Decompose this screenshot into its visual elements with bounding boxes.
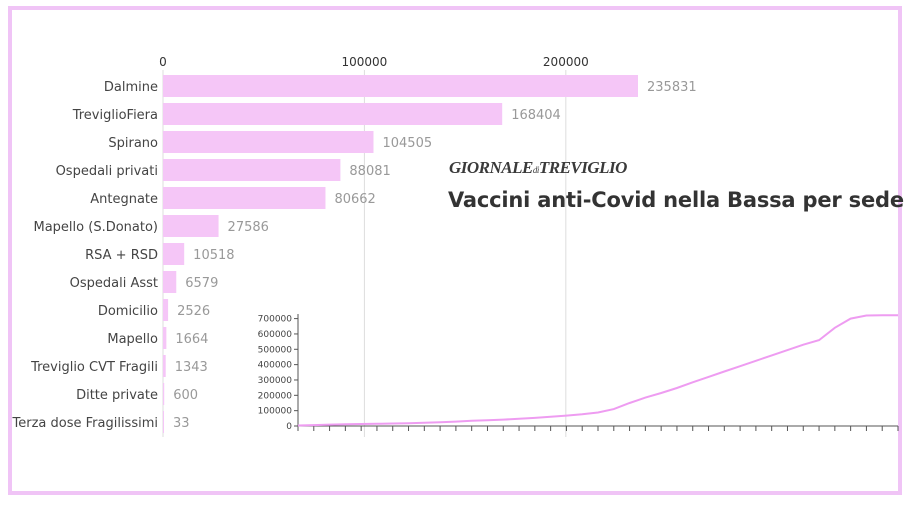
bar-category-label: Ospedali privati (56, 164, 158, 179)
bar-category-label: Terza dose Fragilissimi (12, 416, 158, 431)
line-chart: 0 100000 200000 300000 400000 500000 600000 700… (258, 314, 899, 432)
bar-value-label: 10518 (193, 248, 234, 263)
bar-value-label: 168404 (511, 108, 561, 123)
bar-series: Dalmine 235831 TreviglioFiera 168404 Spirano… (12, 75, 697, 433)
line-y-tick-label: 100000 (258, 407, 293, 417)
bar-9 (163, 327, 167, 349)
bar-x-tick-label: 100000 (342, 55, 388, 69)
bar-1 (163, 103, 503, 125)
bar-2 (163, 131, 374, 153)
bar-category-label: Dalmine (104, 80, 158, 95)
bar-x-tick-label: 0 (159, 55, 167, 69)
bar-category-label: TreviglioFiera (72, 108, 158, 123)
bar-11 (163, 383, 165, 405)
bar-0 (163, 75, 638, 97)
line-y-tick-label: 300000 (258, 376, 293, 386)
line-y-tick-label: 600000 (258, 330, 293, 340)
bar-value-label: 6579 (185, 276, 218, 291)
bar-value-label: 600 (173, 388, 198, 403)
bar-category-label: Ospedali Asst (70, 276, 158, 291)
line-y-tick-label: 500000 (258, 345, 293, 355)
bar-8 (163, 299, 169, 321)
bar-6 (163, 243, 185, 265)
bar-5 (163, 215, 219, 237)
bar-value-label: 80662 (334, 192, 375, 207)
bar-category-label: Ditte private (76, 388, 158, 403)
bar-12 (163, 411, 164, 433)
logo-small: di (532, 165, 540, 175)
line-y-tick-label: 200000 (258, 391, 293, 401)
logo-end: TREVIGLIO (538, 158, 628, 177)
bar-category-label: Treviglio CVT Fragili (30, 360, 158, 375)
line-y-tick-label: 400000 (258, 361, 293, 371)
bar-category-label: Mapello (107, 332, 158, 347)
bar-10 (163, 355, 166, 377)
bar-category-label: Spirano (108, 136, 158, 151)
bar-x-tick-label: 200000 (543, 55, 589, 69)
cumulative-vaccinations-line (297, 314, 898, 427)
bar-value-label: 104505 (382, 136, 432, 151)
bar-value-label: 235831 (647, 80, 697, 95)
line-y-tick-label: 700000 (258, 315, 293, 325)
bar-value-label: 88081 (349, 164, 390, 179)
bar-category-label: Mapello (S.Donato) (34, 220, 159, 235)
logo-main: GIORNALE (449, 158, 533, 177)
chart-title: Vaccini anti-Covid nella Bassa per sede (448, 188, 904, 212)
bar-category-label: Domicilio (98, 304, 158, 319)
line-y-tick-label: 0 (286, 422, 292, 432)
newspaper-logo: GIORNALEdiTREVIGLIO (449, 158, 627, 178)
bar-value-label: 27586 (228, 220, 269, 235)
bar-value-label: 1664 (175, 332, 208, 347)
bar-category-label: RSA + RSD (85, 248, 158, 263)
bar-value-label: 33 (173, 416, 190, 431)
bar-4 (163, 187, 326, 209)
bar-3 (163, 159, 341, 181)
bar-category-label: Antegnate (90, 192, 158, 207)
bar-x-axis: 0 100000 200000 (159, 55, 589, 69)
bar-value-label: 2526 (177, 304, 210, 319)
bar-value-label: 1343 (175, 360, 208, 375)
bar-7 (163, 271, 177, 293)
